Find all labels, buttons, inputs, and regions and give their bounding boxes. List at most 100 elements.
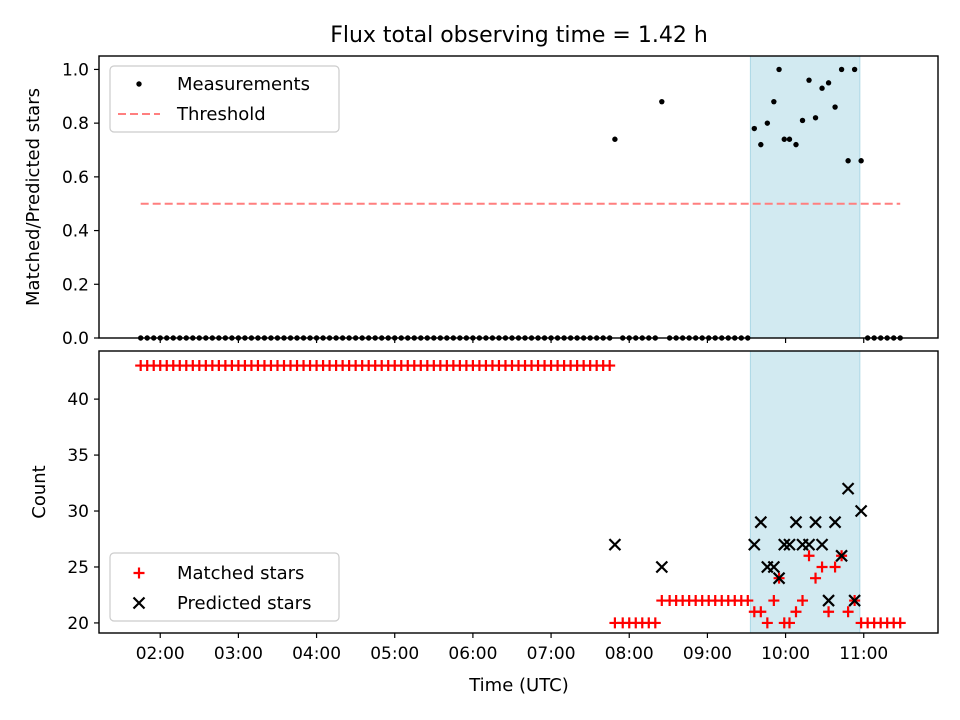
predicted-star-point [809, 515, 822, 529]
measurement-point [825, 80, 832, 86]
measurement-point [781, 136, 787, 142]
measurement-point [838, 66, 845, 73]
top-legend: Measurements Threshold [109, 65, 340, 133]
x-tick-label: 05:00 [370, 644, 419, 664]
x-tick-label: 07:00 [527, 644, 576, 664]
matched-star-point [810, 572, 822, 584]
measurement-point [799, 117, 806, 124]
matched-star-point [761, 617, 773, 629]
predicted-star-point [767, 560, 781, 574]
predicted-star-point [828, 515, 842, 529]
x-tick-label: 11:00 [839, 644, 888, 664]
x-tick-label: 04:00 [292, 644, 341, 664]
x-tick-label: 03:00 [214, 644, 263, 664]
measurement-point [793, 141, 799, 148]
bottom-y-ticks: 20 25 30 35 40 [67, 390, 99, 634]
measurement-point [659, 98, 665, 105]
matched-star-point [894, 617, 906, 629]
x-tick-label: 08:00 [605, 644, 654, 664]
predicted-star-point [854, 504, 868, 518]
measurement-point [764, 120, 771, 126]
measurement-point [819, 85, 825, 91]
predicted-star-point [655, 560, 669, 574]
bottom-panel: 20 25 30 35 40 02:00 03:00 04:00 05:00 06:00 07:0… [29, 338, 939, 696]
legend-predicted-marker [132, 596, 146, 610]
bottom-y-axis-label: Count [29, 465, 50, 518]
matched-star-point [768, 595, 780, 607]
bottom-axes-frame [98, 350, 939, 634]
legend-matched-label: Matched stars [177, 563, 304, 584]
top-panel: 0.0 0.2 0.4 0.6 0.8 1.0 Matched/Predicted sta… [23, 55, 939, 349]
predicted-star-point [802, 538, 816, 551]
measurement-point [851, 66, 858, 73]
legend-measurements-marker [136, 81, 142, 87]
x-ticks: 02:00 03:00 04:00 05:00 06:00 07:00 08:00 09:00… [136, 338, 888, 664]
x-tick-label: 02:00 [136, 644, 185, 664]
y-tick-label: 40 [67, 390, 89, 410]
bottom-highlight-region [749, 350, 861, 634]
bottom-legend: Matched stars Predicted stars [109, 552, 340, 622]
legend-matched-marker-glyph [133, 567, 145, 579]
y-tick-label: 0.8 [62, 114, 89, 134]
y-tick-label: 25 [67, 558, 89, 578]
top-legend-box [109, 65, 340, 133]
predicted-star-point [835, 549, 848, 563]
matched-star-point [803, 550, 815, 562]
matched-star-points [135, 360, 906, 629]
matched-star-point [829, 561, 841, 573]
matched-star-point [742, 595, 754, 607]
y-tick-label: 0.0 [62, 329, 89, 349]
matched-star-point [790, 606, 802, 618]
x-tick-label: 09:00 [683, 644, 732, 664]
y-tick-label: 20 [67, 614, 89, 634]
top-axes-frame [98, 55, 939, 339]
matched-star-point [649, 617, 661, 629]
matched-star-point [797, 595, 809, 607]
measurement-point [845, 158, 851, 164]
predicted-star-point [754, 515, 768, 529]
x-tick-label: 10:00 [761, 644, 810, 664]
matched-star-point [823, 606, 835, 618]
legend-predicted-label: Predicted stars [177, 593, 311, 614]
measurement-point [771, 98, 777, 105]
predicted-star-point [608, 538, 622, 551]
legend-threshold-label: Threshold [176, 104, 266, 125]
matched-star-point [816, 561, 828, 573]
predicted-star-point [777, 538, 791, 551]
top-y-ticks: 0.0 0.2 0.4 0.6 0.8 1.0 [62, 60, 99, 349]
measurement-point [832, 104, 838, 110]
predicted-star-point [822, 594, 835, 607]
measurement-point [751, 125, 758, 132]
measurement-point [858, 158, 864, 164]
matched-star-point [783, 617, 795, 629]
matched-star-point [755, 606, 767, 618]
top-y-axis-label: Matched/Predicted stars [23, 88, 44, 306]
x-tick-label: 06:00 [448, 644, 497, 664]
y-tick-label: 0.2 [62, 275, 89, 295]
legend-measurements-label: Measurements [177, 74, 310, 95]
predicted-star-point [841, 482, 855, 495]
predicted-star-point [783, 538, 796, 551]
predicted-star-point [748, 538, 761, 551]
measurement-point [758, 141, 764, 148]
bottom-legend-box [109, 552, 340, 622]
predicted-star-points [608, 482, 868, 607]
predicted-star-point [789, 515, 803, 529]
figure-title: Flux total observing time = 1.42 h [330, 23, 708, 48]
predicted-star-point [772, 571, 786, 585]
y-tick-label: 0.6 [62, 168, 89, 188]
y-tick-label: 30 [67, 502, 89, 522]
matched-star-point [842, 606, 854, 618]
legend-matched-marker [133, 567, 145, 579]
legend-predicted-marker-glyph [132, 596, 146, 610]
predicted-star-point [848, 594, 861, 607]
predicted-star-point [815, 538, 829, 551]
measurement-point [612, 136, 618, 142]
y-tick-label: 35 [67, 446, 89, 466]
measurement-point [806, 77, 812, 83]
x-axis-label: Time (UTC) [468, 675, 569, 696]
measurement-point [786, 136, 793, 142]
top-highlight-region [749, 55, 861, 339]
measurement-point [776, 66, 782, 73]
